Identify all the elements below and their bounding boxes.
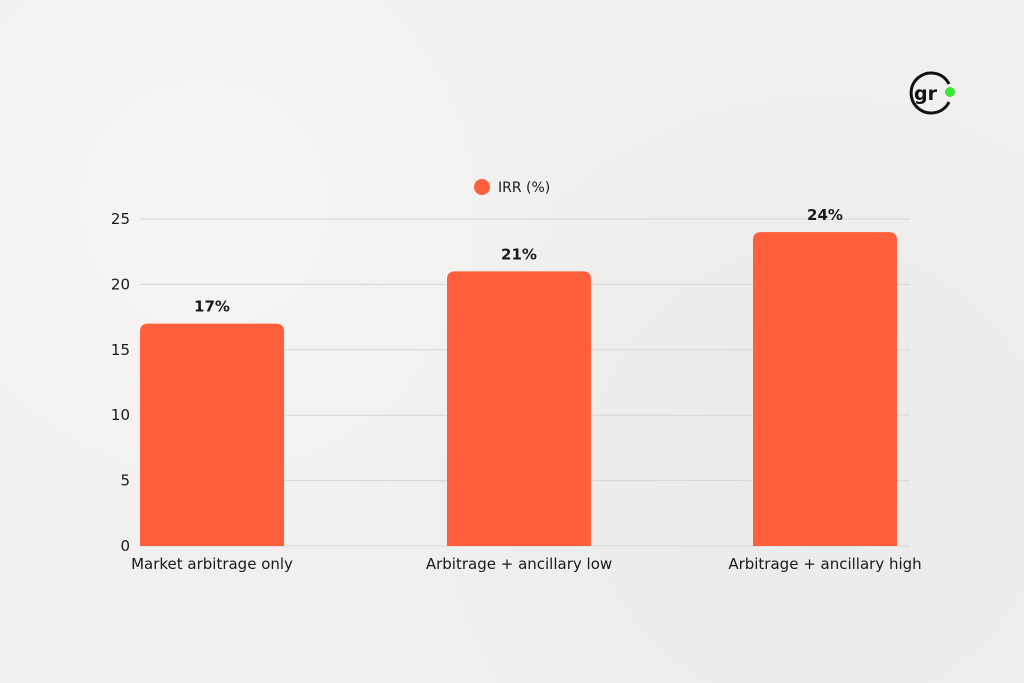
data-label-2: 21% [501, 245, 537, 263]
category-label-3: Arbitrage + ancillary high [728, 555, 921, 573]
gr-logo: gr [909, 71, 955, 115]
logo-text: gr [914, 83, 938, 105]
y-tick-label: 0 [120, 537, 130, 555]
y-axis-tick-labels: 0 5 10 15 20 25 [111, 210, 130, 555]
x-axis-category-labels: Market arbitrage only Arbitrage + ancilla… [131, 555, 922, 573]
category-label-2: Arbitrage + ancillary low [426, 555, 612, 573]
bar-1 [140, 323, 284, 546]
data-label-3: 24% [807, 206, 843, 224]
y-tick-label: 20 [111, 275, 130, 293]
bars [140, 232, 897, 546]
data-labels: 17% 21% 24% [194, 206, 843, 316]
y-tick-label: 10 [111, 406, 130, 424]
legend-label-irr: IRR (%) [498, 180, 550, 196]
legend: IRR (%) [474, 179, 550, 196]
y-tick-label: 25 [111, 210, 130, 228]
category-label-1: Market arbitrage only [131, 555, 293, 573]
bar-2 [447, 271, 591, 546]
bar-3 [753, 232, 897, 546]
logo-ring [909, 71, 951, 115]
data-label-1: 17% [194, 298, 230, 316]
logo-dot [945, 87, 955, 97]
y-tick-label: 15 [111, 341, 130, 359]
legend-swatch-irr [474, 179, 490, 195]
y-tick-label: 5 [120, 472, 130, 490]
